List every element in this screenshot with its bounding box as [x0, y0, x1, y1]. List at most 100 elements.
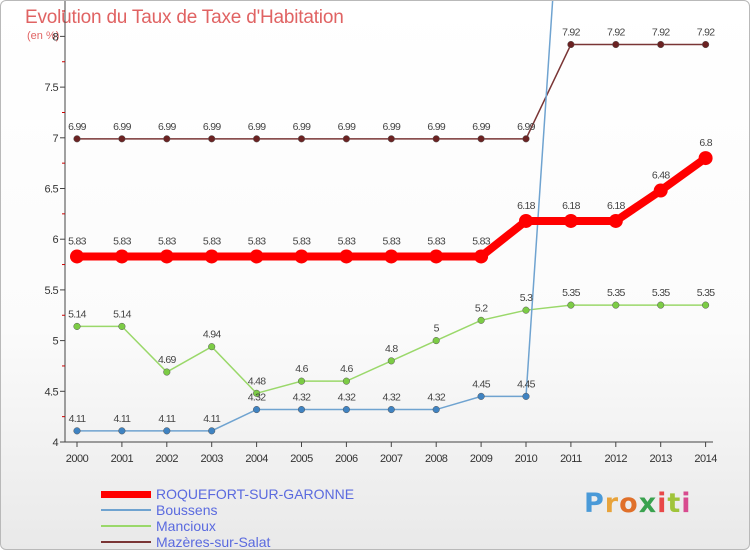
x-tick-label: 2005: [290, 453, 313, 465]
y-tick-label: 4: [52, 437, 58, 449]
data-label: 4.69: [158, 354, 176, 366]
data-label: 5.35: [607, 287, 625, 299]
x-tick-label: 2014: [694, 453, 717, 465]
data-point: [519, 213, 533, 228]
x-tick-label: 2013: [649, 453, 672, 465]
legend-label: Mancioux: [156, 518, 216, 534]
data-point: [477, 392, 485, 400]
data-label: 6.99: [158, 121, 176, 133]
data-label: 7.92: [562, 27, 580, 39]
y-tick-label: 6.5: [45, 184, 59, 196]
data-point: [253, 406, 261, 414]
data-point: [702, 301, 710, 309]
data-point: [253, 389, 261, 397]
y-tick-label: 5: [52, 336, 58, 348]
data-label: 4.6: [340, 363, 353, 375]
data-label: 7.92: [652, 27, 670, 39]
data-label: 4.11: [69, 413, 87, 425]
data-point: [612, 301, 620, 309]
y-tick-label: 8: [52, 31, 58, 43]
data-label: 4.6: [295, 363, 308, 375]
data-point: [522, 306, 530, 314]
logo-letter: i: [657, 488, 668, 519]
data-label: 5.83: [472, 235, 490, 247]
x-tick-label: 2010: [515, 453, 538, 465]
x-tick-label: 2001: [111, 453, 134, 465]
data-point: [432, 406, 440, 414]
data-point: [297, 135, 306, 143]
data-label: 4.32: [382, 392, 400, 404]
legend-item: Mazères-sur-Salat: [101, 534, 354, 549]
data-point: [657, 301, 665, 309]
logo-letter: x: [638, 488, 658, 519]
data-point: [477, 316, 485, 324]
data-label: 5.14: [113, 308, 131, 320]
data-point: [118, 322, 126, 330]
data-point: [208, 135, 216, 143]
data-label: 7.92: [697, 27, 715, 39]
data-label: 4.11: [203, 413, 221, 425]
legend-item: ROQUEFORT-SUR-GARONNE: [101, 486, 354, 502]
data-label: 6.18: [517, 200, 535, 212]
y-tick-label: 7: [52, 133, 58, 145]
chart-title: Evolution du Taux de Taxe d'Habitation: [25, 7, 344, 28]
data-label: 5.35: [562, 287, 580, 299]
data-label: 6.99: [293, 121, 311, 133]
data-point: [114, 249, 129, 264]
data-point: [387, 357, 395, 365]
data-label: 4.11: [158, 413, 176, 425]
data-point: [70, 249, 84, 264]
legend-swatch: [101, 525, 151, 527]
data-point: [159, 249, 174, 264]
data-label: 4.45: [517, 378, 535, 390]
data-point: [163, 135, 171, 143]
logo-letter: o: [619, 488, 639, 519]
x-tick-label: 2006: [335, 453, 358, 465]
data-label: 4.48: [248, 375, 266, 387]
data-point: [474, 249, 489, 264]
y-tick-label: 6: [52, 234, 58, 246]
data-label: 4.32: [338, 392, 356, 404]
legend-swatch: [101, 541, 151, 543]
line-chart: 44.555.566.577.588.599.51010.51111.52000…: [45, 1, 718, 465]
data-label: 5.35: [652, 287, 670, 299]
data-label: 7.92: [607, 27, 625, 39]
data-label: 5.83: [203, 235, 221, 247]
data-point: [249, 249, 264, 264]
data-label: 5.83: [427, 235, 445, 247]
y-unit-label: (en %): [27, 30, 60, 42]
logo-letter: t: [667, 488, 682, 519]
data-point: [342, 406, 350, 414]
y-tick-label: 7.5: [45, 82, 59, 94]
data-label: 4.32: [248, 392, 266, 404]
data-label: 4.8: [385, 343, 398, 355]
x-tick-label: 2004: [245, 453, 268, 465]
data-label: 5.2: [475, 302, 488, 314]
data-label: 6.99: [248, 121, 266, 133]
data-label: 6.99: [427, 121, 445, 133]
legend: ROQUEFORT-SUR-GARONNE Boussens Mancioux …: [101, 486, 354, 549]
data-label: 5.3: [520, 292, 533, 304]
data-label: 5.35: [697, 287, 715, 299]
data-point: [698, 151, 713, 166]
data-point: [342, 377, 350, 385]
data-point: [73, 135, 81, 143]
data-point: [657, 40, 665, 49]
x-tick-label: 2011: [560, 453, 582, 465]
legend-label: Boussens: [156, 502, 218, 518]
logo-letter: r: [604, 488, 620, 519]
data-label: 6.18: [607, 200, 625, 212]
data-point: [339, 249, 354, 264]
data-point: [432, 337, 440, 345]
data-point: [253, 135, 261, 143]
data-point: [342, 135, 350, 143]
x-tick-label: 2008: [425, 453, 448, 465]
data-label: 6.18: [562, 200, 580, 212]
data-label: 6.99: [68, 121, 86, 133]
x-tick-label: 2000: [66, 453, 89, 465]
data-point: [297, 406, 306, 414]
legend-swatch: [101, 491, 151, 498]
data-point: [477, 135, 485, 143]
data-label: 5: [434, 323, 440, 335]
